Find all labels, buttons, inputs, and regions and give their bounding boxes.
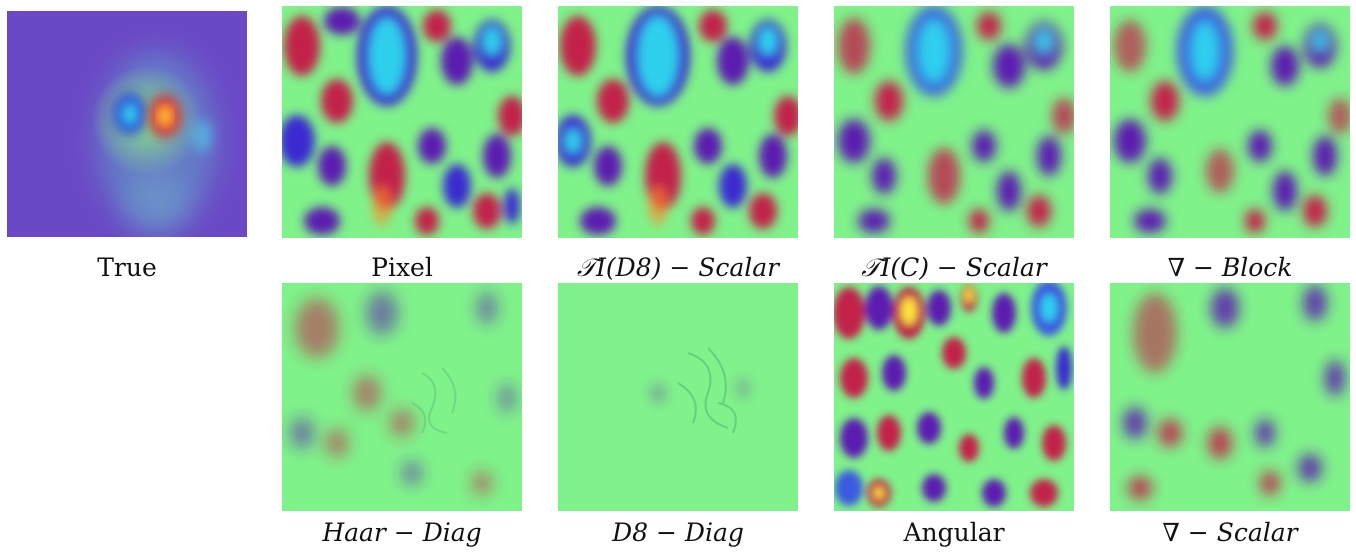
grad-block-field-image — [1110, 6, 1350, 238]
image-ti-c-scalar — [834, 6, 1074, 238]
true-field-image — [7, 11, 247, 237]
image-pixel — [282, 6, 522, 238]
angular-field-image — [834, 283, 1074, 511]
caption-d8-diag: D8 − Diag — [612, 518, 744, 547]
caption-pixel: Pixel — [371, 253, 433, 282]
caption-angular: Angular — [903, 518, 1005, 547]
pixel-field-image — [282, 6, 522, 238]
image-grad-block — [1110, 6, 1350, 238]
image-haar-diag — [282, 283, 522, 511]
caption-grad-block: ∇ − Block — [1167, 253, 1293, 282]
caption-ti-d8-scalar: 𝒯I(D8) − Scalar — [576, 253, 780, 282]
caption-haar-diag: Haar − Diag — [322, 518, 482, 547]
image-d8-diag — [558, 283, 798, 511]
image-angular — [834, 283, 1074, 511]
image-true — [7, 11, 247, 237]
ti-c-field-image — [834, 6, 1074, 238]
caption-true: True — [97, 253, 157, 282]
haar-diag-field-image — [282, 283, 522, 511]
caption-grad-scalar: ∇ − Scalar — [1162, 518, 1298, 547]
ti-d8-field-image — [558, 6, 798, 238]
image-grad-scalar — [1110, 283, 1350, 511]
caption-ti-c-scalar: 𝒯I(C) − Scalar — [861, 253, 1047, 282]
grad-scalar-field-image — [1110, 283, 1350, 511]
d8-diag-field-image — [558, 283, 798, 511]
image-ti-d8-scalar — [558, 6, 798, 238]
